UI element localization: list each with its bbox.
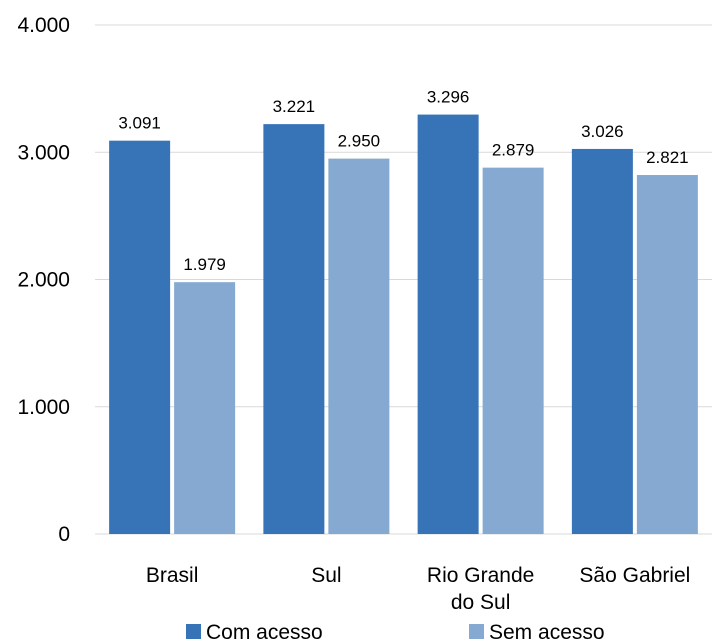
bar <box>417 114 479 535</box>
data-label: 3.221 <box>273 97 316 116</box>
data-label: 3.296 <box>427 88 470 107</box>
x-tick-label: São Gabriel <box>579 564 690 587</box>
data-label: 3.091 <box>118 114 161 133</box>
bar <box>109 140 171 535</box>
x-tick-label: Sul <box>311 564 341 587</box>
x-tick-label: Rio Grande <box>427 564 534 587</box>
bar <box>636 175 698 534</box>
bar <box>482 167 544 534</box>
y-tick-label: 0 <box>58 523 70 546</box>
y-tick-label: 4.000 <box>17 14 70 37</box>
bar <box>174 282 236 534</box>
data-label: 1.979 <box>183 255 226 274</box>
legend-label: Sem acesso <box>489 621 605 642</box>
bar <box>571 148 633 534</box>
legend-swatch <box>469 624 484 639</box>
data-label: 2.879 <box>492 141 535 160</box>
data-label: 2.821 <box>646 148 689 167</box>
bar <box>328 158 390 535</box>
legend-label: Com acesso <box>206 621 323 642</box>
y-tick-label: 3.000 <box>17 141 70 164</box>
data-label: 3.026 <box>581 122 624 141</box>
y-tick-label: 1.000 <box>17 396 70 419</box>
legend-swatch <box>186 624 201 639</box>
y-tick-label: 2.000 <box>17 269 70 292</box>
x-tick-label: do Sul <box>451 591 511 614</box>
data-label: 2.950 <box>338 132 381 151</box>
x-tick-label: Brasil <box>146 564 199 587</box>
bar <box>263 124 325 534</box>
